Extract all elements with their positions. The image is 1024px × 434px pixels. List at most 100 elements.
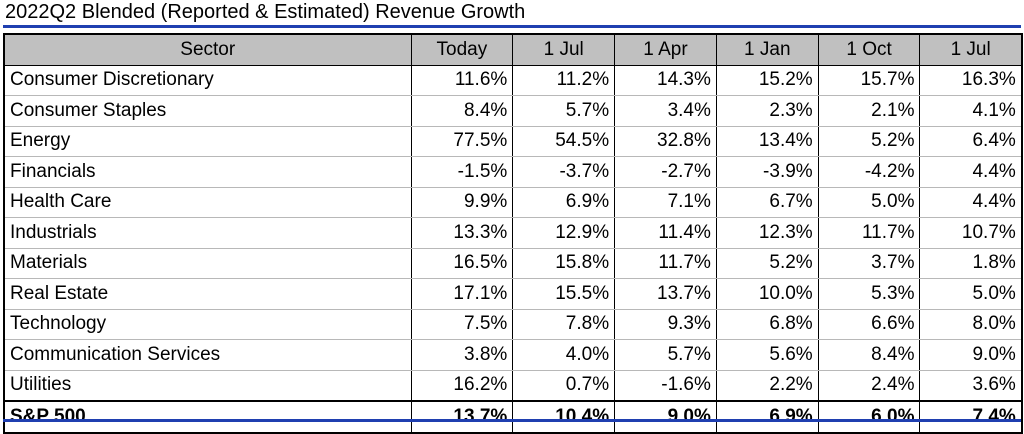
sector-name: Consumer Staples	[4, 95, 412, 127]
growth-value: 8.4%	[411, 95, 514, 127]
page-title: 2022Q2 Blended (Reported & Estimated) Re…	[5, 1, 526, 23]
growth-value: 16.2%	[411, 370, 514, 402]
growth-value: 11.6%	[411, 65, 514, 96]
sector-name: Utilities	[4, 370, 412, 402]
growth-value: 6.4%	[919, 126, 1022, 157]
growth-value: 4.1%	[919, 95, 1022, 127]
column-header-5: 1 Oct	[818, 34, 921, 66]
growth-value: 1.8%	[919, 248, 1022, 279]
table-row: Utilities 16.2% 0.7% -1.6% 2.2% 2.4% 3.6%	[4, 370, 1022, 402]
growth-value: 9.9%	[411, 187, 514, 218]
growth-value: -4.2%	[818, 156, 921, 188]
growth-value: 77.5%	[411, 126, 514, 157]
growth-value: 3.7%	[818, 248, 921, 279]
growth-value: 3.4%	[614, 95, 717, 127]
table-row: Consumer Staples 8.4% 5.7% 3.4% 2.3% 2.1% 4.1%	[4, 95, 1022, 127]
growth-value: 32.8%	[614, 126, 717, 157]
growth-value: 10.4%	[512, 400, 616, 433]
table-row: Consumer Discretionary 11.6% 11.2% 14.3% 15.…	[4, 65, 1022, 96]
growth-value: 5.7%	[512, 95, 616, 127]
growth-value: 5.6%	[716, 339, 819, 371]
column-header-4: 1 Jan	[716, 34, 819, 66]
growth-value: 6.8%	[716, 309, 819, 340]
growth-value: 4.0%	[512, 339, 616, 371]
growth-value: 11.4%	[614, 217, 717, 249]
growth-value: -1.5%	[411, 156, 514, 188]
column-header-sector: Sector	[4, 34, 412, 66]
growth-value: 4.4%	[919, 156, 1022, 188]
growth-value: 7.4%	[919, 400, 1022, 433]
growth-value: 8.0%	[919, 309, 1022, 340]
bottom-divider	[3, 419, 1021, 422]
growth-value: 9.0%	[919, 339, 1022, 371]
sector-name: Real Estate	[4, 278, 412, 310]
growth-value: 13.3%	[411, 217, 514, 249]
growth-value: 5.7%	[614, 339, 717, 371]
column-header-3: 1 Apr	[614, 34, 717, 66]
revenue-growth-table: Sector Today 1 Jul 1 Apr 1 Jan 1 Oct 1 Jul Con…	[3, 33, 1023, 434]
growth-value: 12.3%	[716, 217, 819, 249]
total-row: S&P 500 13.7% 10.4% 9.0% 6.9% 6.0% 7.4%	[4, 400, 1022, 433]
growth-value: 14.3%	[614, 65, 717, 96]
growth-value: 2.1%	[818, 95, 921, 127]
growth-value: 10.7%	[919, 217, 1022, 249]
sector-name: Consumer Discretionary	[4, 65, 412, 96]
table-row: Industrials 13.3% 12.9% 11.4% 12.3% 11.7% 10.7…	[4, 217, 1022, 249]
growth-value: 2.3%	[716, 95, 819, 127]
growth-value: 11.2%	[512, 65, 616, 96]
growth-value: 3.8%	[411, 339, 514, 371]
growth-value: 9.0%	[614, 400, 717, 433]
column-header-6: 1 Jul	[919, 34, 1022, 66]
table-row: Materials 16.5% 15.8% 11.7% 5.2% 3.7% 1.8%	[4, 248, 1022, 279]
growth-value: 5.0%	[818, 187, 921, 218]
growth-value: 13.7%	[614, 278, 717, 310]
growth-value: 15.2%	[716, 65, 819, 96]
growth-value: 7.1%	[614, 187, 717, 218]
growth-value: 16.5%	[411, 248, 514, 279]
growth-value: -2.7%	[614, 156, 717, 188]
growth-value: -3.9%	[716, 156, 819, 188]
sector-name: Industrials	[4, 217, 412, 249]
table-row: Technology 7.5% 7.8% 9.3% 6.8% 6.6% 8.0%	[4, 309, 1022, 340]
table-header-row: Sector Today 1 Jul 1 Apr 1 Jan 1 Oct 1 Jul	[4, 34, 1022, 66]
growth-value: 6.0%	[818, 400, 921, 433]
title-divider	[3, 25, 1021, 28]
growth-value: 7.5%	[411, 309, 514, 340]
growth-value: 5.2%	[818, 126, 921, 157]
sector-name: Technology	[4, 309, 412, 340]
growth-value: 5.0%	[919, 278, 1022, 310]
growth-value: 12.9%	[512, 217, 616, 249]
growth-value: 6.7%	[716, 187, 819, 218]
growth-value: 6.9%	[512, 187, 616, 218]
growth-value: 5.3%	[818, 278, 921, 310]
growth-value: 54.5%	[512, 126, 616, 157]
growth-value: 5.2%	[716, 248, 819, 279]
growth-value: 13.7%	[411, 400, 514, 433]
growth-value: 0.7%	[512, 370, 616, 402]
growth-value: 15.8%	[512, 248, 616, 279]
growth-value: 15.7%	[818, 65, 921, 96]
growth-value: 8.4%	[818, 339, 921, 371]
sector-name: S&P 500	[4, 400, 412, 433]
growth-value: 16.3%	[919, 65, 1022, 96]
growth-value: 2.2%	[716, 370, 819, 402]
sector-name: Financials	[4, 156, 412, 188]
growth-value: 9.3%	[614, 309, 717, 340]
table-row: Financials -1.5% -3.7% -2.7% -3.9% -4.2% 4.4%	[4, 156, 1022, 188]
table-row: Communication Services 3.8% 4.0% 5.7% 5.6% 8.…	[4, 339, 1022, 371]
growth-value: 10.0%	[716, 278, 819, 310]
growth-value: 11.7%	[614, 248, 717, 279]
sector-name: Health Care	[4, 187, 412, 218]
growth-value: 3.6%	[919, 370, 1022, 402]
growth-value: 4.4%	[919, 187, 1022, 218]
growth-value: 6.9%	[716, 400, 819, 433]
table-row: Health Care 9.9% 6.9% 7.1% 6.7% 5.0% 4.4%	[4, 187, 1022, 218]
growth-value: 7.8%	[512, 309, 616, 340]
growth-value: 13.4%	[716, 126, 819, 157]
column-header-2: 1 Jul	[512, 34, 616, 66]
growth-value: 17.1%	[411, 278, 514, 310]
sector-name: Materials	[4, 248, 412, 279]
table-row: Energy 77.5% 54.5% 32.8% 13.4% 5.2% 6.4%	[4, 126, 1022, 157]
growth-value: -1.6%	[614, 370, 717, 402]
growth-value: 15.5%	[512, 278, 616, 310]
